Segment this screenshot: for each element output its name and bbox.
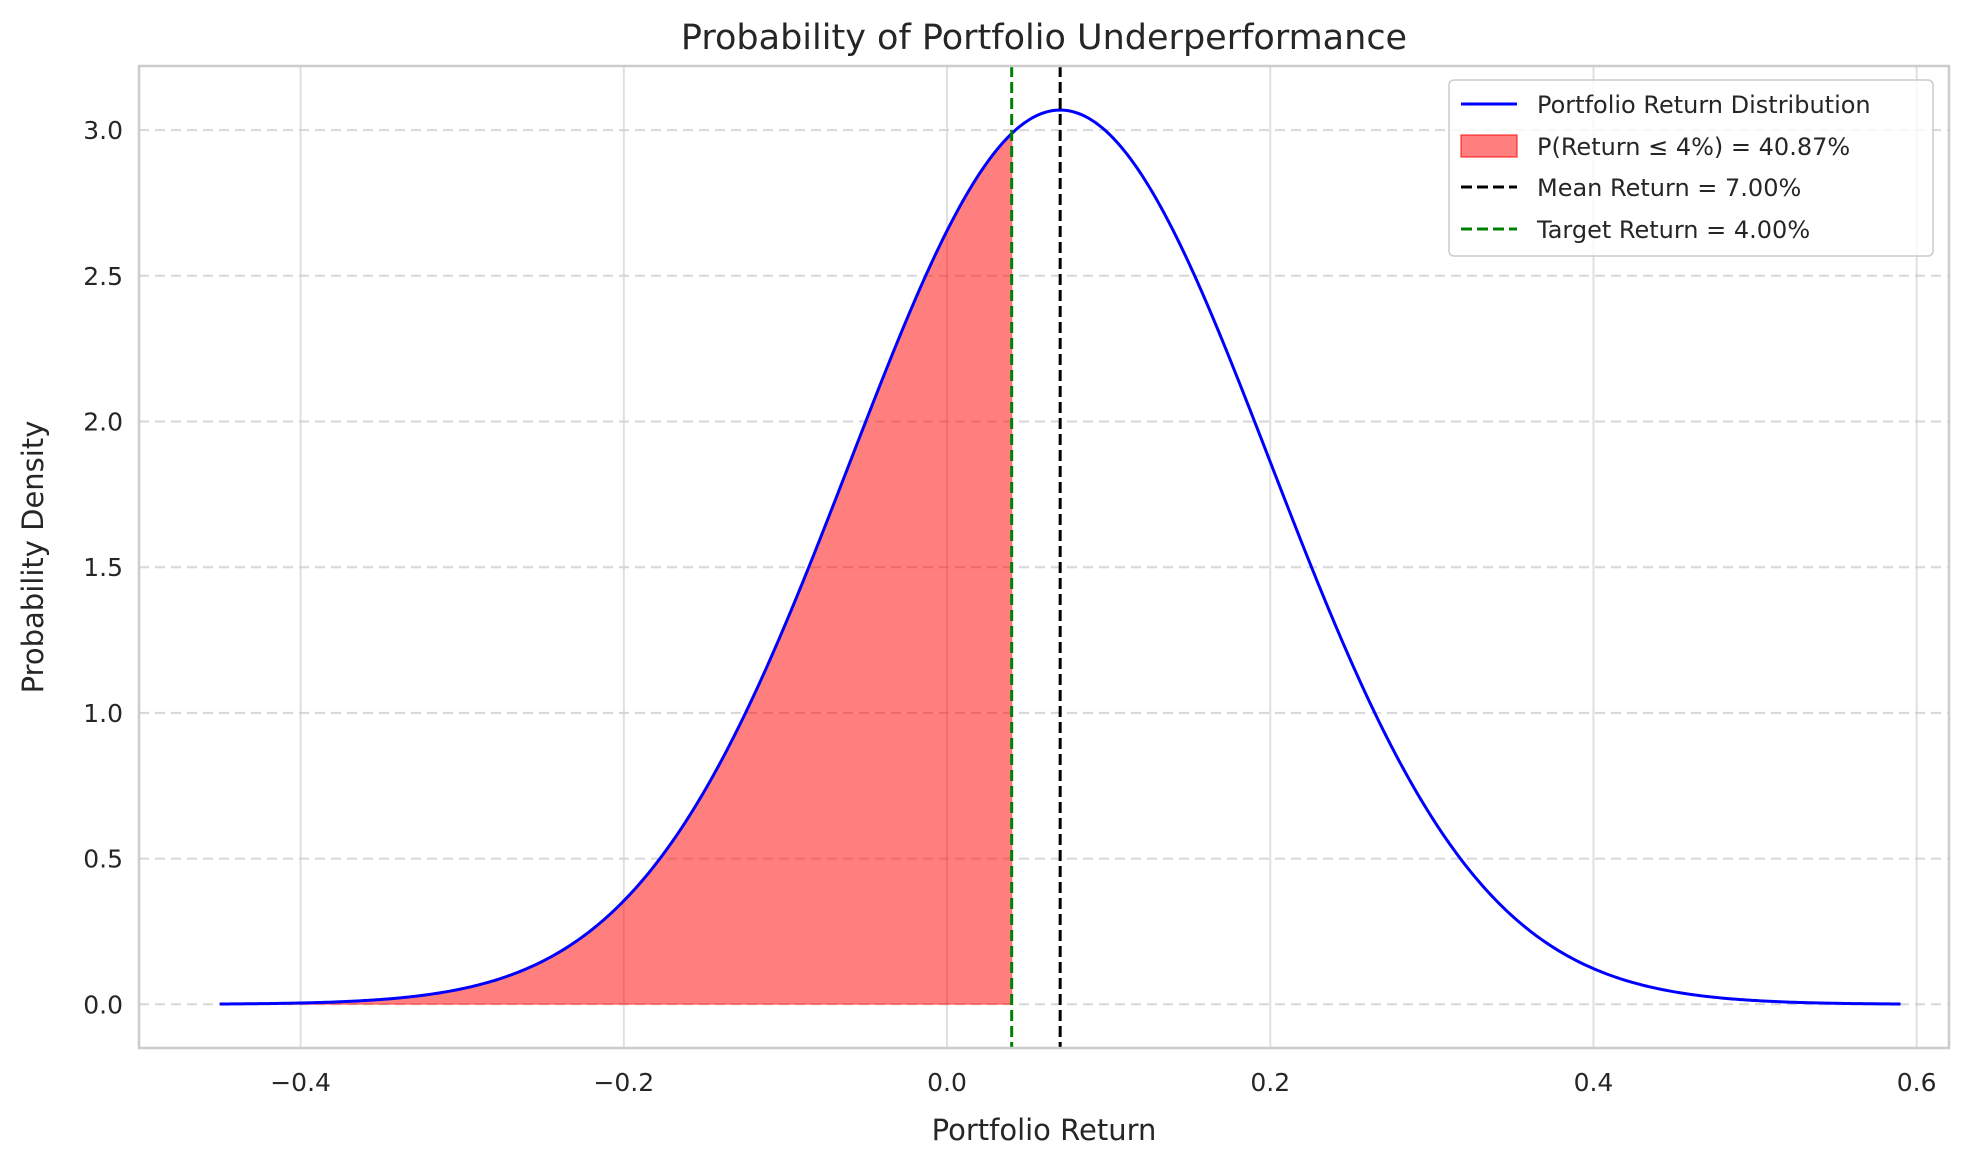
- chart-title: Probability of Portfolio Underperformanc…: [681, 18, 1407, 58]
- y-axis-label: Probability Density: [16, 421, 50, 694]
- distribution-curve: [219, 108, 1901, 1006]
- legend-swatch-shaded: [1460, 134, 1518, 158]
- x-ticks: −0.4 −0.2 0.0 0.2 0.4 0.6: [270, 1068, 1936, 1097]
- x-tick-label: −0.4: [270, 1068, 331, 1097]
- x-tick-label: 0.0: [927, 1068, 967, 1097]
- plot-frame: [137, 64, 1951, 1050]
- y-tick-label: 0.5: [83, 845, 123, 874]
- y-tick-label: 1.5: [83, 553, 123, 582]
- curve-layer: [219, 108, 1901, 1006]
- x-tick-label: 0.4: [1574, 1068, 1614, 1097]
- x-tick-label: 0.6: [1897, 1068, 1937, 1097]
- y-tick-label: 2.5: [83, 262, 123, 291]
- x-tick-label: −0.2: [593, 1068, 654, 1097]
- legend-label-distribution: Portfolio Return Distribution: [1537, 91, 1871, 119]
- legend-box: [1448, 79, 1934, 257]
- y-ticks: 0.0 0.5 1.0 1.5 2.0 2.5 3.0: [83, 116, 123, 1019]
- x-axis-label: Portfolio Return: [932, 1113, 1157, 1147]
- y-tick-label: 1.0: [83, 699, 123, 728]
- y-tick-label: 0.0: [83, 990, 123, 1019]
- y-tick-label: 3.0: [83, 116, 123, 145]
- y-tick-label: 2.0: [83, 408, 123, 437]
- vline-layer: [1010, 66, 1062, 1048]
- x-tick-label: 0.2: [1250, 1068, 1290, 1097]
- legend: Portfolio Return Distribution P(Return ≤…: [1448, 79, 1934, 257]
- legend-label-mean: Mean Return = 7.00%: [1537, 174, 1801, 202]
- legend-label-shaded: P(Return ≤ 4%) = 40.87%: [1537, 133, 1850, 161]
- legend-label-target: Target Return = 4.00%: [1536, 216, 1810, 244]
